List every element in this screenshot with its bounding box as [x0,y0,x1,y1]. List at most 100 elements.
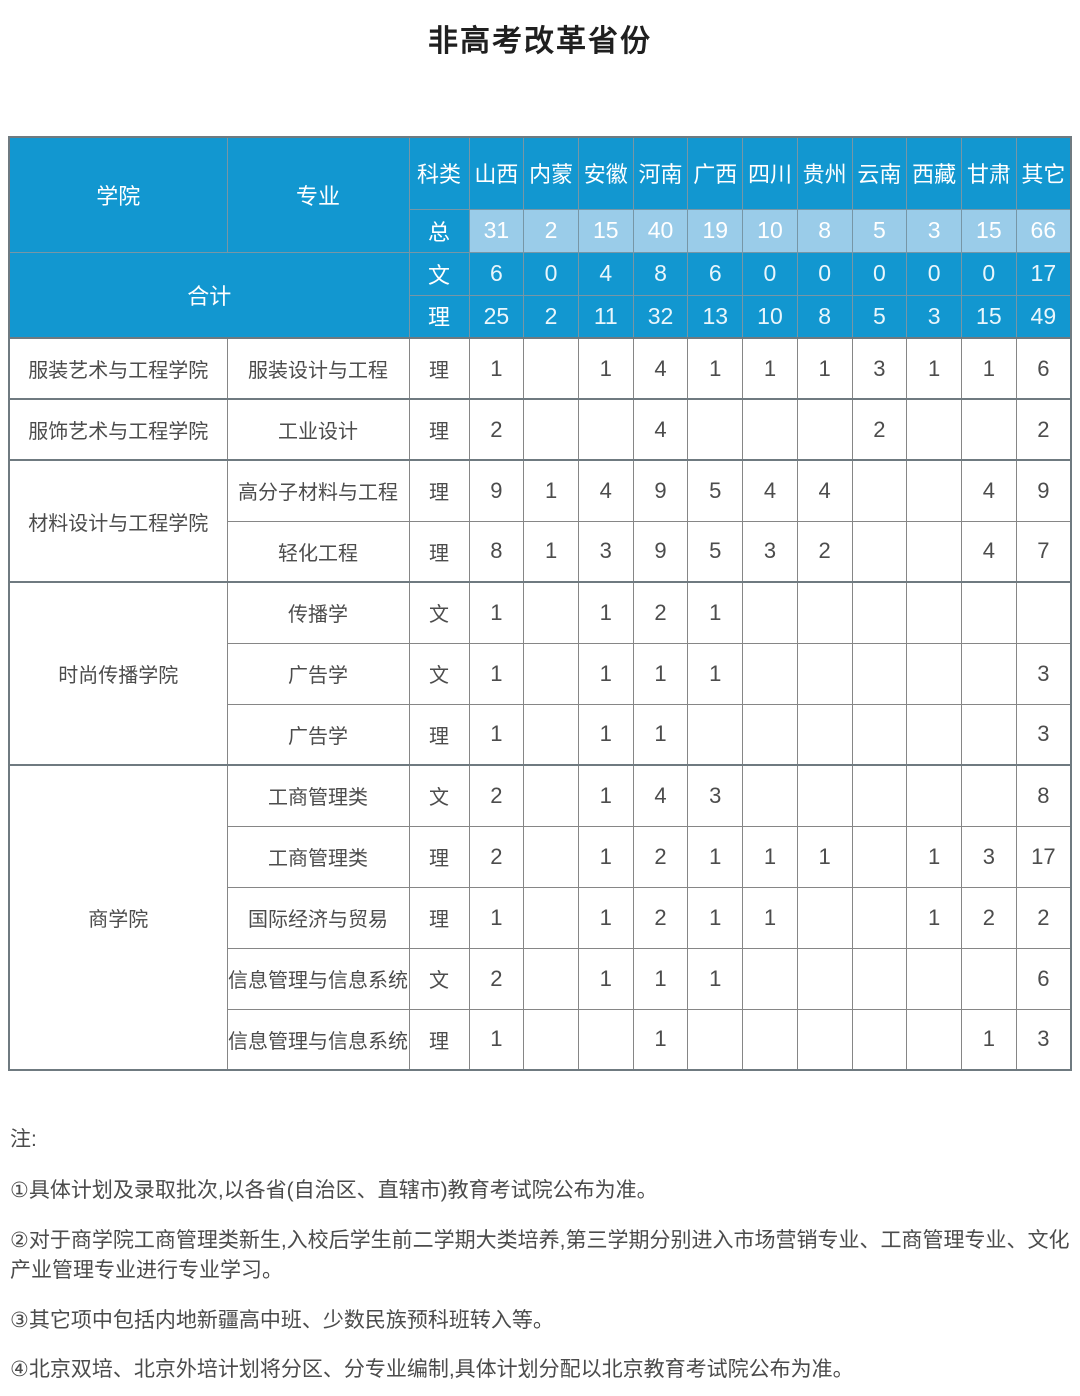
total-value: 3 [906,208,962,253]
value-cell [906,1008,962,1071]
value-cell: 3 [1015,703,1072,766]
li-total: 11 [577,294,634,339]
major-cell: 信息管理与信息系统 [226,1008,410,1071]
value-cell [523,1008,579,1071]
value-cell: 5 [687,459,744,522]
value-cell [851,459,908,522]
value-cell: 2 [468,764,525,827]
value-cell: 2 [851,398,908,461]
value-cell [851,886,908,949]
value-cell: 1 [906,337,962,400]
table-row: 广告学 文 1 1 1 1 3 [9,642,1072,705]
value-cell: 2 [796,520,853,583]
major-cell: 轻化工程 [226,520,410,583]
table-row: 材料设计与工程学院 高分子材料与工程 理 9 1 4 9 5 4 4 4 9 [8,459,1072,583]
subject-cell: 理 [408,459,470,522]
value-cell: 6 [1015,337,1072,400]
li-total: 15 [960,294,1017,339]
total-label: 总 [408,208,470,253]
province-header: 贵州 [796,136,853,210]
value-cell: 1 [577,337,634,400]
total-value: 10 [742,208,798,253]
value-cell: 1 [632,703,689,766]
li-total: 2 [523,294,579,339]
sum-li-row: 理 25 2 11 32 13 10 8 5 3 15 49 [9,294,1072,339]
value-cell [742,1008,798,1071]
major-cell: 广告学 [226,642,410,705]
notes-section: 注: ①具体计划及录取批次,以各省(自治区、直辖市)教育考试院公布为准。 ②对于… [10,1125,1070,1386]
value-cell [523,398,579,461]
value-cell [742,398,798,461]
note-item: ④北京双培、北京外培计划将分区、分专业编制,具体计划分配以北京教育考试院公布为准… [10,1358,854,1382]
value-cell [796,581,853,644]
table-row: 轻化工程 理 8 1 3 9 5 3 2 4 7 [9,520,1072,583]
li-total: 5 [851,294,908,339]
value-cell: 1 [687,642,744,705]
value-cell [851,1008,908,1071]
value-cell: 1 [632,1008,689,1071]
li-total: 3 [906,294,962,339]
li-total: 8 [796,294,853,339]
value-cell: 3 [687,764,744,827]
major-cell: 信息管理与信息系统 [226,947,410,1010]
province-header: 其它 [1015,136,1072,210]
table-row: 广告学 理 1 1 1 3 [9,703,1072,766]
wen-total: 6 [687,251,744,296]
value-cell: 1 [687,337,744,400]
value-cell: 1 [742,825,798,888]
li-total: 10 [742,294,798,339]
total-value: 66 [1015,208,1072,253]
value-cell [523,642,579,705]
value-cell [742,581,798,644]
value-cell [851,520,908,583]
value-cell: 3 [960,825,1017,888]
sum-wen-row: 合计 文 6 0 4 8 6 0 0 0 0 0 17 [8,251,1072,339]
major-cell: 传播学 [226,581,410,644]
subject-cell: 理 [408,703,470,766]
value-cell: 3 [1015,1008,1072,1071]
value-cell: 1 [577,764,634,827]
major-header: 专业 [226,136,410,253]
value-cell: 1 [796,337,853,400]
value-cell [523,886,579,949]
value-cell [796,886,853,949]
value-cell: 1 [632,642,689,705]
value-cell: 2 [468,825,525,888]
value-cell [960,398,1017,461]
total-value: 40 [632,208,689,253]
value-cell: 9 [632,520,689,583]
value-cell [742,642,798,705]
value-cell: 1 [906,825,962,888]
major-cell: 国际经济与贸易 [226,886,410,949]
total-value: 2 [523,208,579,253]
value-cell [960,581,1017,644]
value-cell [851,947,908,1010]
value-cell [523,581,579,644]
value-cell [523,947,579,1010]
value-cell: 1 [687,886,744,949]
value-cell [796,1008,853,1071]
total-value: 8 [796,208,853,253]
sum-label: 合计 [8,251,410,339]
value-cell: 1 [742,886,798,949]
subject-cell: 理 [408,886,470,949]
wen-total: 4 [577,251,634,296]
value-cell: 7 [1015,520,1072,583]
value-cell [523,764,579,827]
value-cell: 4 [960,459,1017,522]
wen-total: 0 [906,251,962,296]
value-cell: 1 [577,703,634,766]
value-cell: 1 [468,703,525,766]
value-cell: 4 [960,520,1017,583]
subject-cell: 文 [408,581,470,644]
value-cell [906,459,962,522]
value-cell [960,947,1017,1010]
wen-label: 文 [408,251,470,296]
college-cell: 服饰艺术与工程学院 [8,398,228,461]
value-cell: 1 [523,520,579,583]
value-cell [1015,581,1072,644]
notes-label: 注: [10,1128,37,1151]
value-cell [906,947,962,1010]
major-cell: 工商管理类 [226,764,410,827]
